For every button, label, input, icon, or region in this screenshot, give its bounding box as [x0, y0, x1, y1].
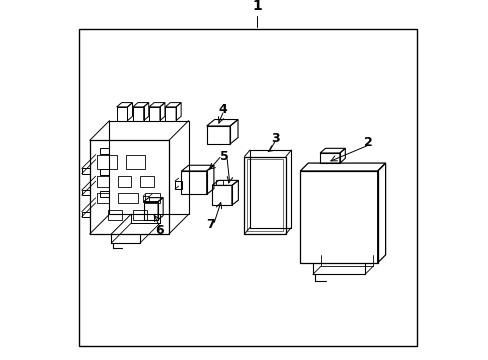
- Bar: [97, 155, 117, 169]
- Bar: [118, 193, 138, 203]
- Bar: [140, 176, 154, 187]
- Bar: [320, 153, 339, 163]
- Bar: [133, 107, 143, 121]
- Bar: [247, 159, 283, 231]
- Bar: [212, 185, 231, 205]
- Bar: [107, 210, 122, 220]
- Text: 6: 6: [155, 224, 164, 237]
- Bar: [97, 176, 109, 187]
- Bar: [149, 107, 160, 121]
- Bar: [215, 180, 223, 185]
- Bar: [181, 171, 206, 194]
- Bar: [143, 202, 158, 220]
- Bar: [244, 157, 285, 234]
- Bar: [79, 29, 416, 346]
- Bar: [125, 155, 145, 169]
- Bar: [97, 193, 109, 203]
- Bar: [118, 176, 131, 187]
- Bar: [89, 140, 168, 234]
- Bar: [165, 107, 176, 121]
- Bar: [117, 107, 127, 121]
- Text: 3: 3: [270, 132, 279, 145]
- Text: 4: 4: [218, 103, 227, 116]
- Bar: [133, 210, 147, 220]
- Text: 1: 1: [252, 0, 262, 13]
- Bar: [175, 181, 181, 189]
- Text: 7: 7: [205, 218, 214, 231]
- Text: 2: 2: [364, 136, 372, 149]
- Bar: [206, 126, 230, 144]
- Bar: [300, 171, 377, 263]
- Text: 5: 5: [220, 150, 228, 163]
- Bar: [142, 196, 149, 202]
- Bar: [145, 193, 160, 203]
